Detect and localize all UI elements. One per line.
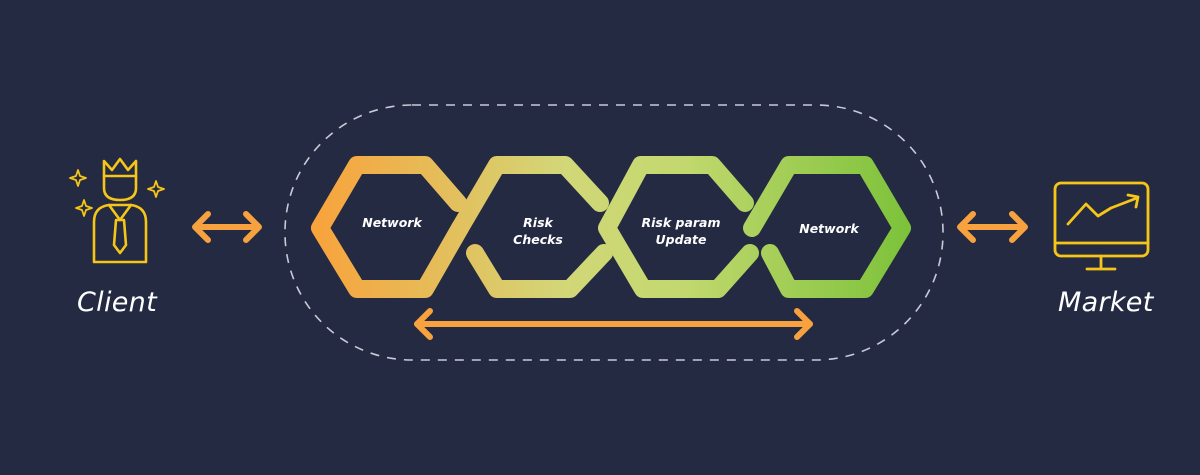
stage-label-network-2: Network [774,220,884,237]
stage-hexagon-2 [451,156,613,298]
arrows [192,211,1028,340]
client-label: Client [77,287,157,318]
round-trip-arrow [414,308,813,340]
stage-label-network-1: Network [337,214,447,231]
process-boundary [284,104,944,361]
stage-chain [311,156,911,298]
stage-label-line: Risk param [641,215,721,230]
stage-hexagon-4 [743,156,911,298]
client-link-arrow [192,211,262,243]
market-link-arrow [957,211,1028,243]
stage-label-line: Network [799,221,859,236]
businessman-with-crown-icon [69,157,165,264]
stage-label-line: Network [362,215,422,230]
stage-label-risk-param-update: Risk param Update [626,214,736,248]
stage-hexagon-1 [311,156,469,298]
stage-hexagon-3 [598,156,759,298]
monitor-chart-icon [1053,181,1150,271]
stage-label-risk-checks: Risk Checks [483,214,593,248]
stage-label-line: Risk [523,215,553,230]
market-label: Market [1058,287,1154,318]
stage-label-line: Update [655,232,707,247]
stage-label-line: Checks [513,232,563,247]
